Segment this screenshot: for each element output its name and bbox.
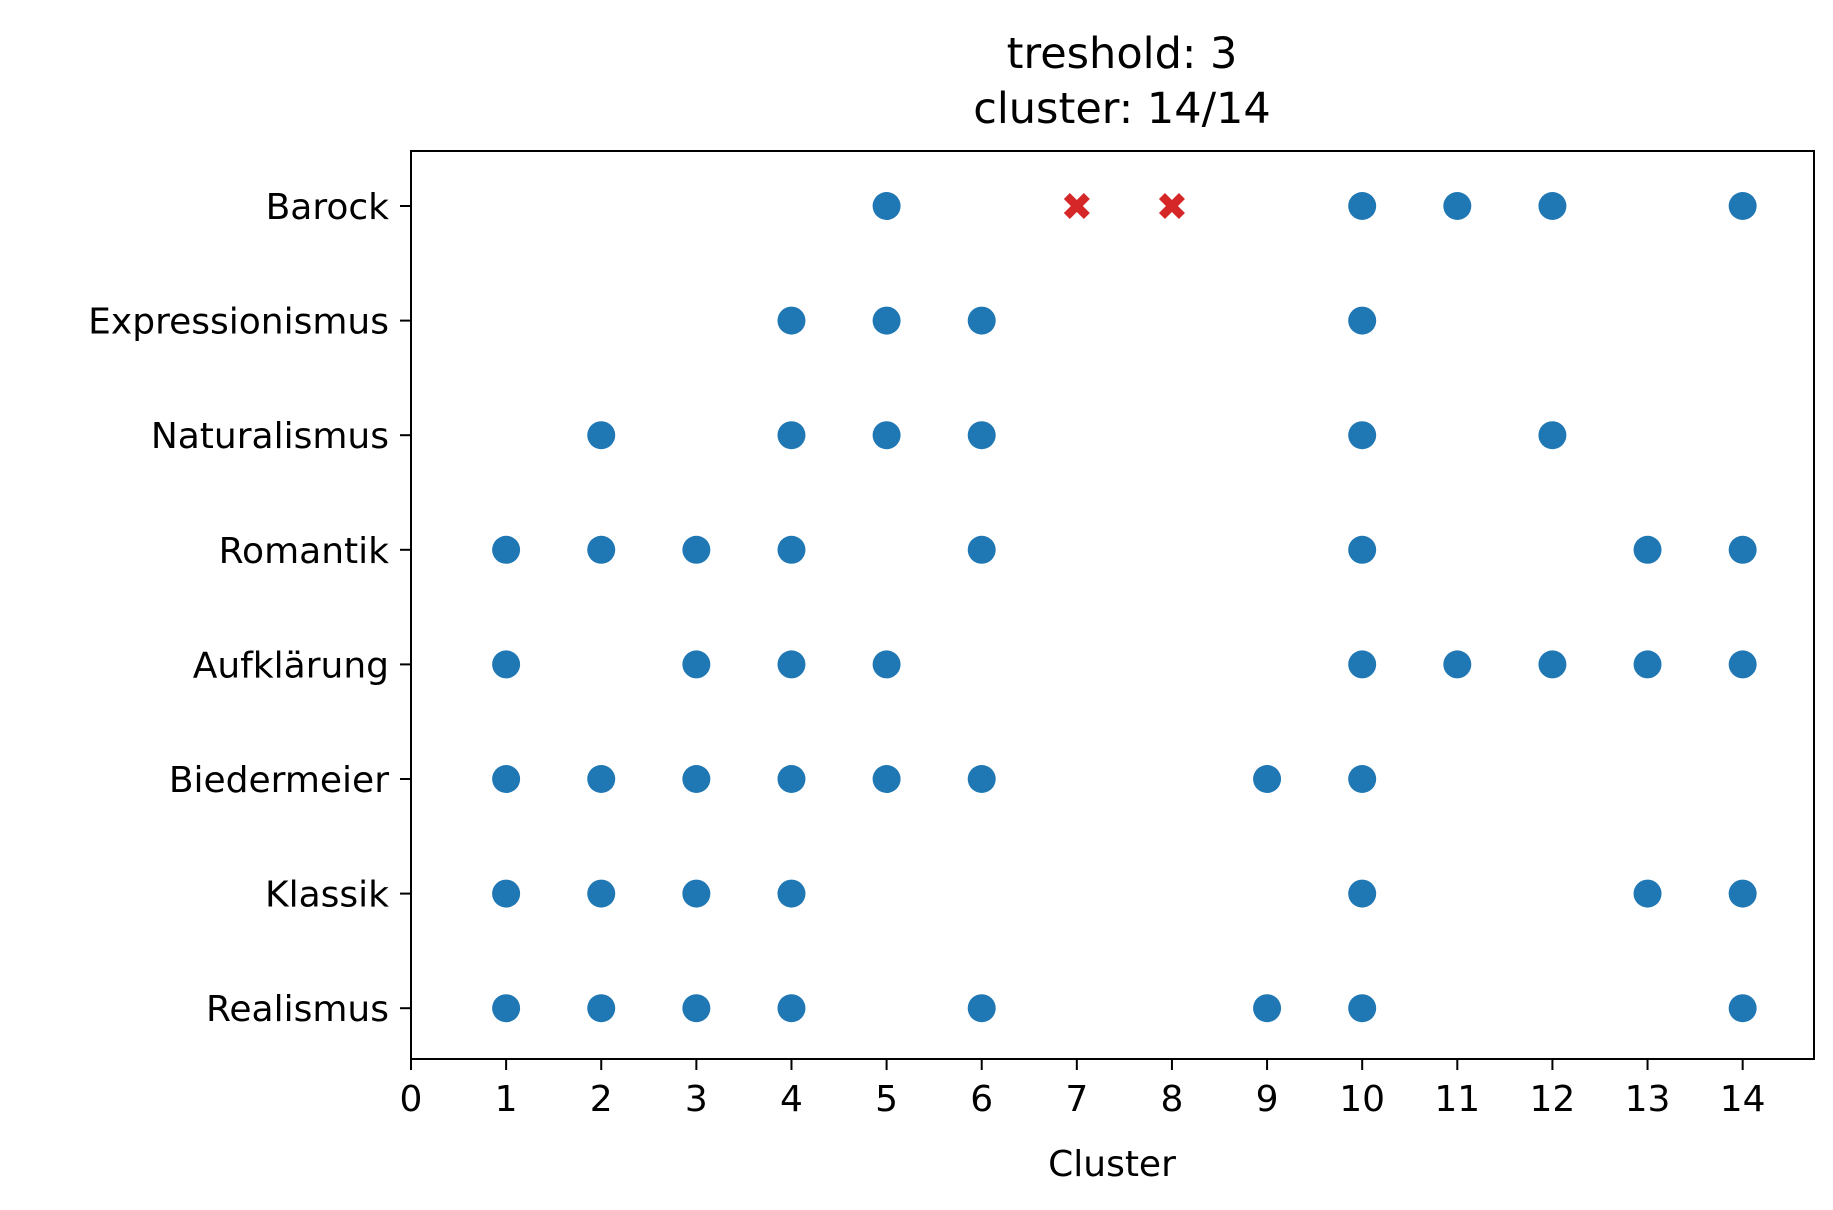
x-tick-label: 2 bbox=[590, 1079, 613, 1120]
y-tick-label: Expressionismus bbox=[88, 302, 389, 343]
y-tick-label: Naturalismus bbox=[151, 416, 389, 457]
y-tick-label: Realismus bbox=[206, 989, 389, 1030]
axis-ticks: 0 1 2 3 4 5 6 7 8 9 10 11 12 13 14BarockExpressionismu… bbox=[88, 187, 1765, 1120]
data-point bbox=[777, 306, 806, 335]
data-point bbox=[777, 421, 806, 450]
data-point bbox=[1633, 650, 1662, 679]
data-point bbox=[967, 994, 996, 1023]
data-point bbox=[967, 535, 996, 564]
data-point bbox=[1348, 765, 1377, 793]
data-point bbox=[872, 650, 901, 679]
data-point bbox=[492, 650, 521, 679]
data-point bbox=[777, 535, 806, 564]
y-tick-label: Klassik bbox=[265, 875, 389, 916]
data-point bbox=[1728, 879, 1757, 908]
data-point bbox=[1348, 535, 1377, 564]
y-tick-label: Barock bbox=[266, 187, 390, 228]
data-point bbox=[1348, 192, 1377, 220]
data-point bbox=[777, 765, 806, 793]
data-point bbox=[587, 765, 616, 793]
chart-subtitle: cluster: 14/14 bbox=[973, 84, 1271, 134]
data-point bbox=[587, 994, 616, 1023]
data-point bbox=[1348, 994, 1377, 1023]
x-tick-label: 7 bbox=[1065, 1079, 1088, 1120]
data-point bbox=[872, 192, 901, 220]
data-point bbox=[492, 879, 521, 908]
x-tick-label: 14 bbox=[1720, 1079, 1766, 1120]
x-tick-label: 8 bbox=[1160, 1079, 1183, 1120]
y-tick-label: Biedermeier bbox=[169, 760, 389, 801]
data-point bbox=[1728, 535, 1757, 564]
outlier-x-marker bbox=[1158, 193, 1185, 219]
data-point bbox=[682, 765, 711, 793]
y-tick-label: Aufklärung bbox=[193, 645, 389, 686]
data-point bbox=[967, 765, 996, 793]
chart-title: treshold: 3 bbox=[1007, 29, 1238, 79]
data-point bbox=[1348, 421, 1377, 450]
data-point bbox=[587, 879, 616, 908]
data-point bbox=[777, 650, 806, 679]
data-point bbox=[1728, 192, 1757, 220]
data-point bbox=[682, 535, 711, 564]
x-tick-label: 12 bbox=[1530, 1079, 1576, 1120]
y-tick-label: Romantik bbox=[219, 531, 389, 572]
x-tick-label: 5 bbox=[875, 1079, 898, 1120]
data-point bbox=[587, 535, 616, 564]
data-point bbox=[1348, 879, 1377, 908]
data-point bbox=[1538, 650, 1567, 679]
x-tick-label: 0 bbox=[400, 1079, 423, 1120]
data-point bbox=[872, 306, 901, 335]
data-point bbox=[872, 765, 901, 793]
x-tick-label: 6 bbox=[970, 1079, 993, 1120]
data-point bbox=[1633, 535, 1662, 564]
data-point bbox=[967, 421, 996, 450]
data-point bbox=[1348, 650, 1377, 679]
data-point bbox=[777, 994, 806, 1023]
outlier-x-marker bbox=[1063, 193, 1090, 219]
data-point bbox=[1538, 192, 1567, 220]
data-points bbox=[492, 192, 1757, 1023]
x-tick-label: 3 bbox=[685, 1079, 708, 1120]
x-axis-label: Cluster bbox=[1048, 1144, 1176, 1185]
x-tick-label: 10 bbox=[1339, 1079, 1385, 1120]
data-point bbox=[682, 994, 711, 1023]
data-point bbox=[682, 650, 711, 679]
data-point bbox=[1728, 650, 1757, 679]
data-point bbox=[492, 994, 521, 1023]
data-point bbox=[492, 765, 521, 793]
x-tick-label: 13 bbox=[1625, 1079, 1671, 1120]
data-point bbox=[587, 421, 616, 450]
data-point bbox=[1443, 192, 1472, 220]
data-point bbox=[1348, 306, 1377, 335]
plot-frame bbox=[410, 150, 1815, 1060]
data-point bbox=[1633, 879, 1662, 908]
data-point bbox=[682, 879, 711, 908]
data-point bbox=[872, 421, 901, 450]
data-point bbox=[967, 306, 996, 335]
data-point bbox=[1253, 765, 1282, 793]
data-point bbox=[1728, 994, 1757, 1023]
x-tick-label: 4 bbox=[780, 1079, 803, 1120]
x-tick-label: 1 bbox=[495, 1079, 518, 1120]
x-tick-label: 9 bbox=[1256, 1079, 1279, 1120]
data-point bbox=[1538, 421, 1567, 450]
x-tick-label: 11 bbox=[1434, 1079, 1480, 1120]
data-point bbox=[492, 535, 521, 564]
data-point bbox=[1443, 650, 1472, 679]
data-point bbox=[777, 879, 806, 908]
data-point bbox=[1253, 994, 1282, 1023]
